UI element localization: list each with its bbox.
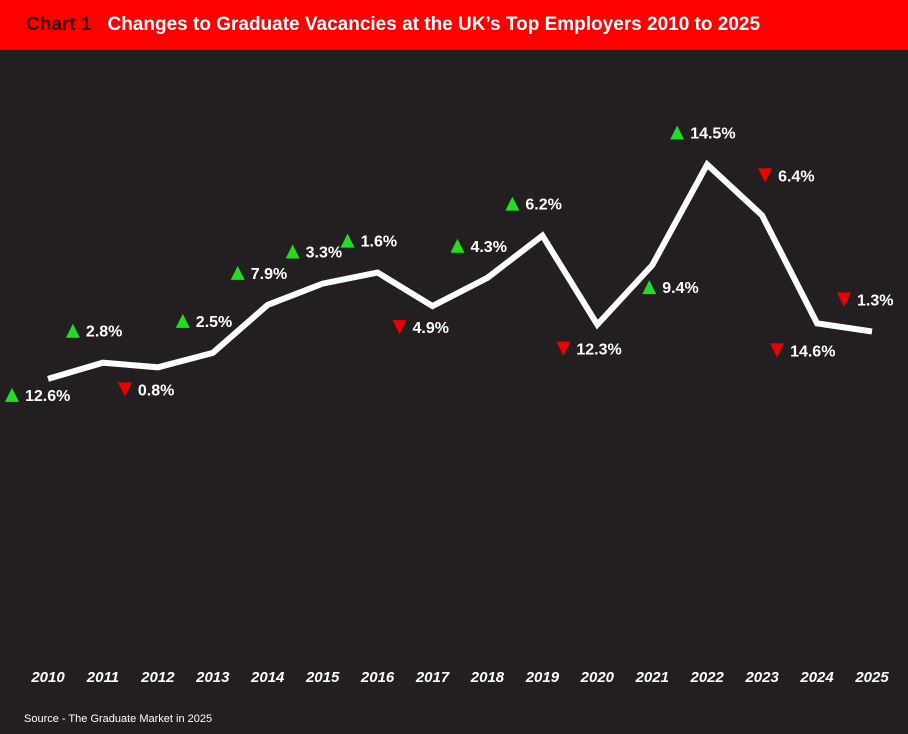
down-arrow-icon bbox=[758, 168, 773, 183]
down-arrow-icon bbox=[392, 320, 407, 335]
line-chart: 12.6% 2.8% 0.8% 2.5% 7.9% 3.3% 1.6% 4.9% 4.3% 6.2… bbox=[5, 125, 893, 686]
up-arrow-icon bbox=[340, 233, 355, 248]
down-arrow-icon bbox=[837, 292, 851, 307]
up-arrow-icon bbox=[642, 280, 657, 295]
down-arrow-icon bbox=[556, 341, 571, 356]
change-label-2011: 2.8% bbox=[86, 324, 122, 341]
x-tick-label: 2010 bbox=[30, 669, 65, 686]
up-arrow-icon bbox=[65, 323, 80, 338]
x-tick-label: 2014 bbox=[250, 669, 285, 686]
change-label-2012: 0.8% bbox=[138, 382, 174, 399]
chart-number: Chart 1 bbox=[26, 14, 92, 35]
change-label-2018: 4.3% bbox=[470, 239, 506, 256]
change-label-2010: 12.6% bbox=[25, 388, 70, 405]
x-tick-label: 2024 bbox=[799, 669, 834, 686]
change-label-2022: 14.5% bbox=[690, 126, 735, 143]
up-arrow-icon bbox=[285, 244, 300, 259]
down-arrow-icon bbox=[770, 343, 785, 358]
change-label-2016: 1.6% bbox=[361, 234, 397, 251]
change-label-2019: 6.2% bbox=[525, 197, 561, 214]
x-tick-label: 2015 bbox=[305, 669, 340, 686]
change-label-2023: 6.4% bbox=[778, 168, 814, 185]
chart-title: Changes to Graduate Vacancies at the UK’… bbox=[107, 14, 761, 35]
change-label-2013: 2.5% bbox=[196, 314, 232, 331]
x-tick-label: 2025 bbox=[854, 669, 889, 686]
up-arrow-icon bbox=[5, 387, 19, 402]
x-tick-label: 2019 bbox=[525, 669, 560, 686]
change-label-2017: 4.9% bbox=[413, 320, 449, 337]
change-label-2015: 3.3% bbox=[306, 245, 342, 262]
change-label-2014: 7.9% bbox=[251, 266, 287, 283]
x-tick-label: 2022 bbox=[690, 669, 725, 686]
change-label-2021: 9.4% bbox=[662, 280, 698, 297]
down-arrow-icon bbox=[117, 382, 132, 397]
change-label-2024: 14.6% bbox=[790, 343, 835, 360]
up-arrow-icon bbox=[450, 238, 465, 253]
x-tick-label: 2011 bbox=[86, 669, 119, 686]
up-arrow-icon bbox=[670, 125, 685, 140]
up-arrow-icon bbox=[230, 265, 245, 280]
x-tick-label: 2013 bbox=[195, 669, 230, 686]
x-tick-label: 2018 bbox=[470, 669, 505, 686]
up-arrow-icon bbox=[175, 313, 190, 328]
x-tick-label: 2020 bbox=[580, 669, 615, 686]
x-tick-label: 2016 bbox=[360, 669, 395, 686]
x-tick-label: 2017 bbox=[415, 669, 450, 686]
chart-header: Chart 1 Changes to Graduate Vacancies at… bbox=[0, 0, 908, 50]
change-label-2025: 1.3% bbox=[857, 293, 893, 310]
x-tick-label: 2023 bbox=[744, 669, 779, 686]
series-line bbox=[47, 159, 873, 382]
source-note: Source - The Graduate Market in 2025 bbox=[24, 713, 213, 725]
up-arrow-icon bbox=[505, 196, 520, 211]
x-tick-label: 2021 bbox=[635, 669, 669, 686]
x-tick-label: 2012 bbox=[140, 669, 175, 686]
change-label-2020: 12.3% bbox=[576, 342, 621, 359]
